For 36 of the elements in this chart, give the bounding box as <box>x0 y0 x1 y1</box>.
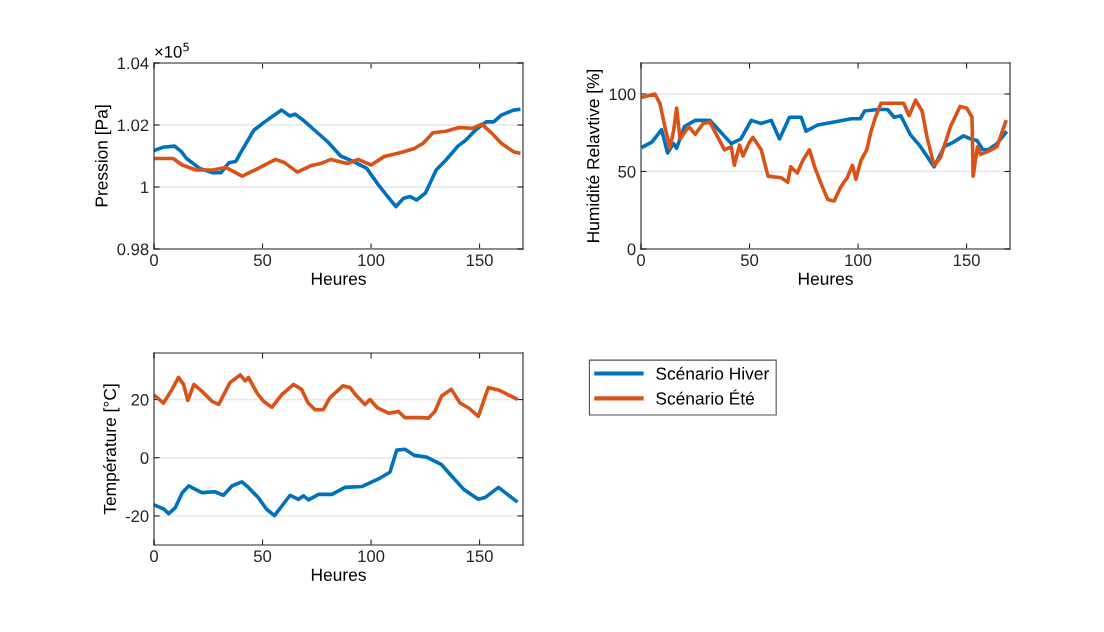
x-tick-label: 150 <box>466 550 493 563</box>
y-axis-title: Température [°C] <box>103 384 120 515</box>
y-tick-label: 100 <box>609 88 636 101</box>
x-tick-label: 100 <box>358 254 385 267</box>
x-tick-label: 50 <box>253 550 272 563</box>
x-axis-title: Heures <box>798 272 853 285</box>
y-tick-label: 20 <box>131 393 149 406</box>
y-axis-title: Humidité Relavtive [%] <box>586 69 603 242</box>
y-tick-label: 50 <box>618 165 636 178</box>
y-tick-label: 1.04 <box>117 57 149 70</box>
line-series <box>154 107 521 209</box>
x-tick-label: 0 <box>150 254 158 267</box>
x-tick-label: 150 <box>953 254 980 267</box>
x-tick-label: 150 <box>466 254 493 267</box>
legend-label: Scénario Été <box>656 389 755 405</box>
line-series <box>154 447 518 518</box>
line-series <box>641 92 1008 203</box>
y-tick-label: 1.02 <box>117 119 149 132</box>
x-axis-title: Heures <box>311 272 366 285</box>
y-tick-label: 1 <box>141 181 149 194</box>
x-tick-label: 50 <box>740 254 759 267</box>
y-tick-label: -20 <box>125 510 149 523</box>
x-tick-label: 100 <box>358 550 385 563</box>
legend-label: Scénario Hiver <box>656 366 769 380</box>
line-series <box>154 122 521 178</box>
x-tick-label: 0 <box>637 254 645 267</box>
x-tick-label: 50 <box>253 254 272 267</box>
y-tick-label: 0 <box>627 243 636 256</box>
x-tick-label: 0 <box>150 550 158 563</box>
y-axis-title: Pression [Pa] <box>94 105 112 207</box>
y-tick-label: 0 <box>140 452 149 464</box>
y-tick-label: 0.98 <box>117 243 149 256</box>
x-tick-label: 100 <box>845 254 872 267</box>
line-series <box>154 373 518 420</box>
text: ×10$^{5}$ <box>155 42 189 58</box>
x-axis-title: Heures <box>311 568 366 581</box>
